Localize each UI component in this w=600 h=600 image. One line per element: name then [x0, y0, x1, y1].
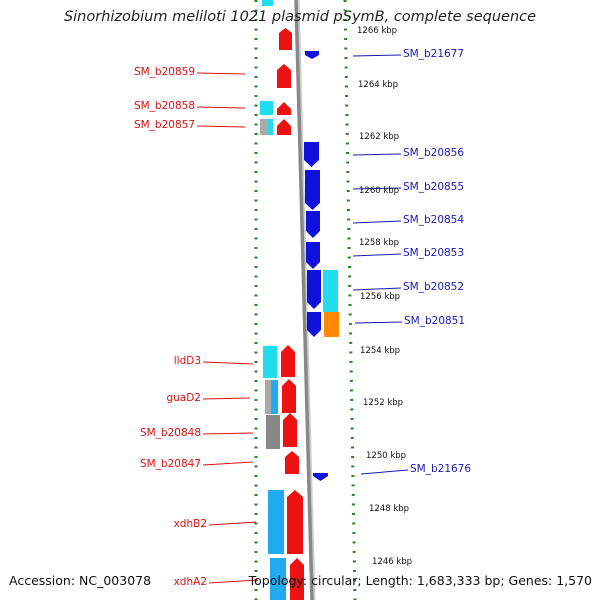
- gene-label-left[interactable]: SM_b20848: [139, 427, 201, 439]
- gene-arrow-forward: [277, 64, 291, 88]
- gene-arrow-forward: [277, 119, 291, 135]
- gene-label-left[interactable]: guaD2: [166, 392, 201, 404]
- gene-label-right[interactable]: SM_b20855: [403, 181, 465, 193]
- gene-label-left[interactable]: SM_b20859: [133, 66, 195, 78]
- label-leader-line: [202, 361, 254, 365]
- label-leader-line: [196, 72, 246, 75]
- gene-label-right[interactable]: SM_b20851: [404, 315, 466, 327]
- gene-label-left[interactable]: SM_b20857: [133, 119, 195, 131]
- gene-arrow-reverse: [313, 473, 328, 481]
- map-title: Sinorhizobium meliloti 1021 plasmid pSym…: [63, 9, 537, 25]
- cds-block: [263, 346, 277, 378]
- accession-text: Accession: NC_003078: [9, 573, 152, 588]
- tick-label: 1256 kbp: [360, 292, 401, 302]
- gene-arrow-reverse: [305, 170, 320, 210]
- tick-label: 1246 kbp: [372, 557, 413, 567]
- label-leader-line: [360, 469, 409, 475]
- label-leader-line: [208, 521, 257, 526]
- backbone: [294, 0, 314, 600]
- gene-arrow-reverse: [307, 312, 321, 337]
- label-leader-line: [202, 397, 251, 400]
- gene-label-right[interactable]: SM_b21677: [403, 48, 465, 60]
- gene-arrow-forward: [279, 28, 292, 50]
- label-leader-line: [202, 461, 254, 466]
- gene-label-right[interactable]: SM_b20853: [403, 247, 465, 259]
- gene-label-right[interactable]: SM_b20852: [403, 281, 465, 293]
- label-leader-line: [196, 125, 246, 128]
- tick-label: 1248 kbp: [369, 504, 410, 514]
- gene-arrow-forward: [290, 558, 304, 600]
- gene-arrow-forward: [285, 451, 299, 474]
- gene-label-right[interactable]: SM_b21676: [410, 463, 472, 475]
- cds-block: [260, 119, 268, 135]
- cds-block: [324, 312, 339, 337]
- cds-block: [262, 0, 273, 6]
- tick-label: 1260 kbp: [359, 186, 400, 196]
- gene-arrow-reverse: [306, 211, 320, 238]
- label-leader-line: [352, 253, 402, 257]
- gene-label-left[interactable]: xdhB2: [173, 518, 207, 530]
- label-leader-line: [352, 54, 402, 57]
- label-leader-line: [352, 153, 402, 156]
- cds-block: [323, 270, 338, 312]
- tick-label: 1262 kbp: [359, 132, 400, 142]
- gene-label-left[interactable]: SM_b20858: [133, 100, 195, 112]
- gene-arrow-forward: [282, 379, 296, 413]
- cds-block: [270, 558, 286, 600]
- cds-block: [271, 380, 278, 414]
- tick-label: 1266 kbp: [357, 26, 398, 36]
- gene-arrow-forward: [287, 490, 303, 554]
- topology-summary: Topology: circular; Length: 1,683,333 bp…: [248, 573, 592, 588]
- gene-arrow-reverse: [305, 51, 319, 59]
- label-leader-line: [352, 187, 402, 190]
- label-leader-line: [352, 220, 402, 224]
- gene-arrow-reverse: [307, 270, 321, 309]
- gene-label-right[interactable]: SM_b20854: [403, 214, 465, 226]
- cds-block: [268, 119, 273, 135]
- label-leader-line: [202, 432, 254, 435]
- label-leader-line: [352, 287, 402, 291]
- tick-label: 1250 kbp: [366, 451, 407, 461]
- cds-block: [265, 380, 271, 414]
- gene-arrow-forward: [283, 413, 297, 447]
- gene-arrow-reverse: [304, 142, 319, 167]
- gene-label-right[interactable]: SM_b20856: [403, 147, 465, 159]
- gene-label-left[interactable]: SM_b20847: [139, 458, 201, 470]
- cds-block: [268, 490, 284, 554]
- gene-label-left[interactable]: xdhA2: [173, 576, 207, 588]
- label-leader-line: [196, 106, 246, 109]
- tick-label: 1264 kbp: [358, 80, 399, 90]
- cds-block: [260, 101, 273, 115]
- gene-label-left[interactable]: lldD3: [173, 355, 201, 367]
- cds-block: [266, 415, 280, 449]
- tick-label: 1254 kbp: [360, 346, 401, 356]
- tick-label: 1258 kbp: [359, 238, 400, 248]
- right-tick-line: [343, 0, 357, 600]
- tick-label: 1252 kbp: [363, 398, 404, 408]
- label-leader-line: [208, 579, 259, 584]
- gene-arrow-reverse: [306, 242, 320, 269]
- label-leader-line: [354, 321, 403, 324]
- gene-arrow-forward: [281, 345, 295, 377]
- gene-arrow-forward: [277, 102, 291, 115]
